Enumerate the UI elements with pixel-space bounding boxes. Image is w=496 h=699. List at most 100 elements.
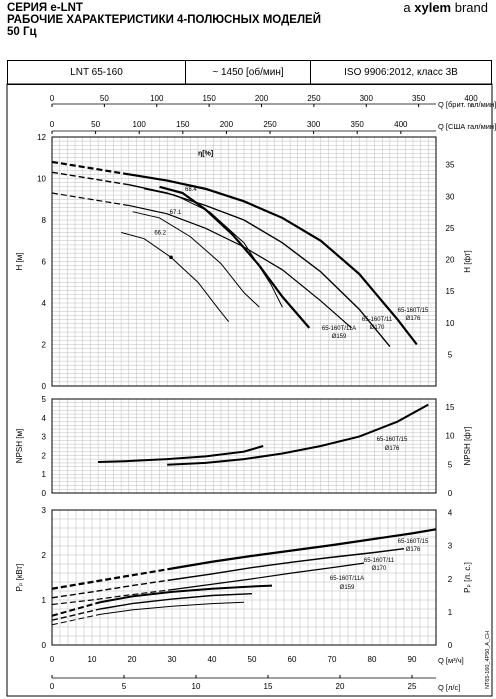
brit-tick-label: 200 [255,94,269,103]
efficiency-label: 67.1 [170,210,182,216]
head-ytick-label: 0 [42,382,47,391]
power-annot-label: 65-160T/15 [398,539,429,545]
page-title: РАБОЧИЕ ХАРАКТЕРИСТИКИ 4-ПОЛЮСНЫХ МОДЕЛЕ… [7,14,321,26]
usa-tick-label: 150 [176,120,190,129]
head-ytick-right-label: 15 [446,287,455,296]
head-ylabel-right: H [фт] [463,250,472,273]
power-annot-label: Ø159 [340,585,355,591]
efficiency-point [169,255,173,260]
qm3-tick-label: 0 [50,655,55,664]
usa-tick-label: 250 [263,120,277,129]
npsh-ytick-label: 4 [42,414,47,423]
brand-name: xylem [414,0,452,15]
power-curve-dashed [51,601,101,617]
usa-tick-label: 300 [307,120,321,129]
brit-tick-label: 300 [360,94,374,103]
brit-tick-label: 400 [464,94,478,103]
npsh-curve [98,445,264,463]
qm3-tick-label: 50 [248,655,257,664]
qls-axis-label: Q [л/с] [438,683,460,692]
head-ytick-label: 2 [42,341,47,350]
npsh-ytick-right-label: 0 [448,489,453,498]
qls-tick-label: 15 [264,682,273,691]
brand-logo: a xylem brand [403,0,488,15]
power-curve-dashed [51,579,173,599]
speed-cell: ~ 1450 [об/мин] [186,61,311,84]
qm3-tick-label: 20 [128,655,137,664]
npsh-ytick-label: 2 [42,451,47,460]
qls-tick-label: 5 [122,682,127,691]
series-prefix: СЕРИЯ [7,2,51,14]
power-annot-label: Ø170 [372,566,387,572]
power-ytick-right-label: 2 [448,575,453,584]
usa-tick-label: 200 [220,120,234,129]
head-ytick-label: 12 [37,133,46,142]
series-title: СЕРИЯ e-LNT [7,2,83,14]
head-annot-label: 65-160T/15 [398,308,429,314]
head-annot-label: 65-160T/11A [322,326,356,332]
head-ytick-right-label: 10 [446,319,455,328]
model-cell: LNT 65-160 [8,61,186,84]
head-ytick-label: 8 [42,216,47,225]
usa-tick-label: 50 [91,120,100,129]
brit-tick-label: 150 [202,94,216,103]
head-curve [128,204,352,329]
qls-tick-label: 20 [336,682,345,691]
npsh-annot-label: Ø176 [385,446,400,452]
head-annot-label: Ø176 [406,316,421,322]
efficiency-label: 66.2 [154,231,166,237]
usa-tick-label: 350 [351,120,365,129]
chart-frame [6,83,493,697]
head-ytick-right-label: 30 [446,192,455,201]
npsh-annot-label: 65-160T/15 [377,437,408,443]
qm3-tick-label: 40 [208,655,217,664]
qm3-tick-label: 70 [328,655,337,664]
brit-axis-label: Q [брит. гал/мин] [438,100,496,109]
npsh-ytick-right-label: 10 [446,432,455,441]
qm3-tick-label: 10 [88,655,97,664]
head-ytick-right-label: 35 [446,161,455,170]
qm3-tick-label: 90 [408,655,417,664]
head-ytick-right-label: 25 [446,224,455,233]
power-curve [99,601,245,615]
qm3-tick-label: 80 [368,655,377,664]
power-curve [99,593,253,610]
panel-border [51,509,437,646]
power-curve [99,584,273,604]
standard-cell: ISO 9906:2012, класс 3В [344,67,458,78]
qls-tick-label: 10 [192,682,201,691]
panel-border [51,398,437,494]
head-curve-dashed [51,160,129,176]
brit-tick-label: 0 [50,94,55,103]
head-annot-label: 65-160T/11 [362,317,393,323]
npsh-ytick-label: 5 [42,395,47,404]
power-annot-label: 65-160T/11A [330,576,364,582]
power-annot-label: 65-160T/11 [364,558,395,564]
efficiency-curve [120,231,230,322]
power-curve-dashed [51,589,173,606]
power-curve-dashed [51,613,101,626]
usa-tick-label: 0 [50,120,55,129]
power-curve [171,562,365,591]
page-subtitle: 50 Гц [7,26,37,38]
head-ytick-label: 6 [42,258,47,267]
head-ytick-right-label: 5 [448,350,453,359]
usa-axis-label: Q [США гал/мин] [438,122,496,131]
brand-suffix: brand [454,0,488,15]
efficiency-curve [159,185,311,329]
power-curve [171,528,437,570]
power-ytick-label: 1 [42,596,47,605]
power-curve-dashed [51,567,173,590]
head-ytick-label: 4 [42,299,47,308]
npsh-ytick-label: 1 [42,470,47,479]
brit-tick-label: 50 [100,94,109,103]
doc-code: NT65-160_4P50_A_CH [485,631,491,689]
head-ytick-label: 10 [37,175,46,184]
brit-tick-label: 100 [150,94,164,103]
npsh-curve [167,403,429,466]
head-curve-dashed [51,171,129,186]
series-name: e-LNT [50,2,83,14]
power-annot-label: Ø176 [406,547,421,553]
power-ytick-right-label: 3 [448,542,453,551]
